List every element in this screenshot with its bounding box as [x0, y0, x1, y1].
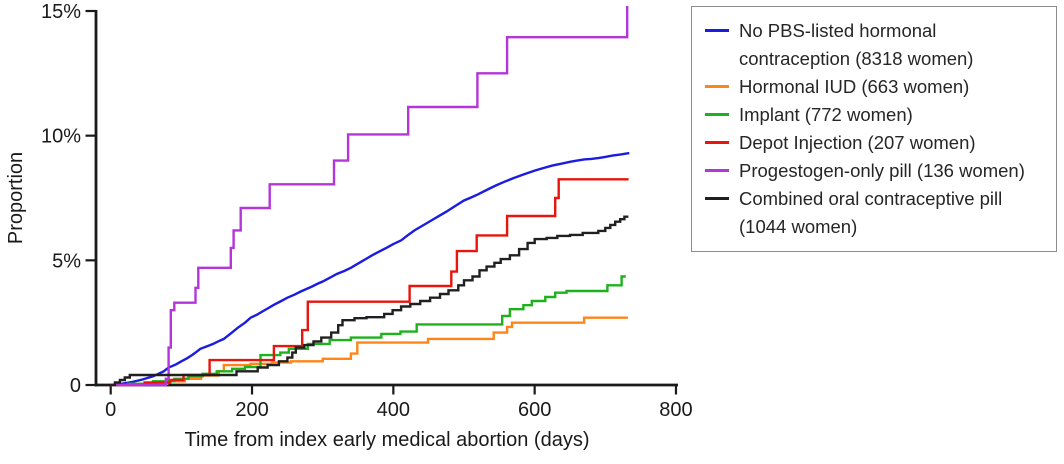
x-tick-label: 600	[518, 399, 551, 421]
y-tick-label: 0	[70, 375, 81, 397]
x-axis-ticks: 0 200 400 600 800	[105, 385, 693, 421]
legend-entry-label-line: No PBS-listed hormonal	[739, 20, 937, 41]
legend-entry-label-line: Combined oral contraceptive pill	[739, 188, 1003, 209]
x-tick-label: 400	[377, 399, 410, 421]
x-tick-label: 200	[235, 399, 268, 421]
legend-entry-label-line: contraception (8318 women)	[739, 48, 974, 69]
legend-entry-label-line: Progestogen-only pill (136 women)	[739, 160, 1025, 181]
legend-entry-depot: Depot Injection (207 women)	[705, 129, 1044, 157]
legend-entry-label-line: Depot Injection (207 women)	[739, 132, 976, 153]
y-tick-label: 10%	[41, 126, 81, 148]
legend-line-swatch-implant-icon	[705, 113, 729, 116]
x-tick-label: 800	[659, 399, 692, 421]
series-line-pop	[110, 6, 629, 387]
legend-entry-label-line: Implant (772 women)	[739, 104, 913, 125]
x-tick-label: 0	[105, 399, 116, 421]
legend-entry-label: Hormonal IUD (663 women)	[739, 73, 969, 101]
legend-entry-hormonal-iud: Hormonal IUD (663 women)	[705, 73, 1044, 101]
legend-entry-cocp: Combined oral contraceptive pill (1044 wo…	[705, 185, 1044, 241]
legend-line-swatch-pop-icon	[705, 169, 729, 172]
data-series-group	[110, 6, 630, 387]
series-line-cocp	[110, 215, 629, 387]
legend-entry-label-line: Hormonal IUD (663 women)	[739, 76, 970, 97]
legend-line-swatch-hormonal-iud-icon	[705, 85, 729, 88]
legend-entry-no-pbs: No PBS-listed hormonal contraception (831…	[705, 17, 1044, 73]
legend-line-swatch-depot-icon	[705, 141, 729, 144]
legend-entry-label: No PBS-listed hormonal contraception (831…	[739, 17, 973, 73]
legend-entry-label: Combined oral contraceptive pill (1044 wo…	[739, 185, 1002, 241]
legend-entry-label: Implant (772 women)	[739, 101, 913, 129]
series-line-implant	[110, 275, 626, 387]
y-axis-ticks: 0 5% 10% 15%	[41, 1, 96, 397]
legend-line-swatch-no-pbs-icon	[705, 29, 729, 32]
legend: No PBS-listed hormonal contraception (831…	[691, 6, 1057, 252]
y-axis-title: Proportion	[5, 152, 27, 244]
x-axis-title: Time from index early medical abortion (…	[185, 429, 590, 451]
legend-entry-label: Progestogen-only pill (136 women)	[739, 157, 1025, 185]
y-tick-label: 5%	[52, 250, 81, 272]
legend-entry-label: Depot Injection (207 women)	[739, 129, 976, 157]
legend-entry-label-line: (1044 women)	[739, 216, 858, 237]
y-tick-label: 15%	[41, 1, 81, 23]
legend-entry-pop: Progestogen-only pill (136 women)	[705, 157, 1044, 185]
series-line-no-pbs	[110, 151, 630, 387]
legend-line-swatch-cocp-icon	[705, 197, 729, 200]
legend-entry-implant: Implant (772 women)	[705, 101, 1044, 129]
series-line-depot	[110, 178, 629, 387]
